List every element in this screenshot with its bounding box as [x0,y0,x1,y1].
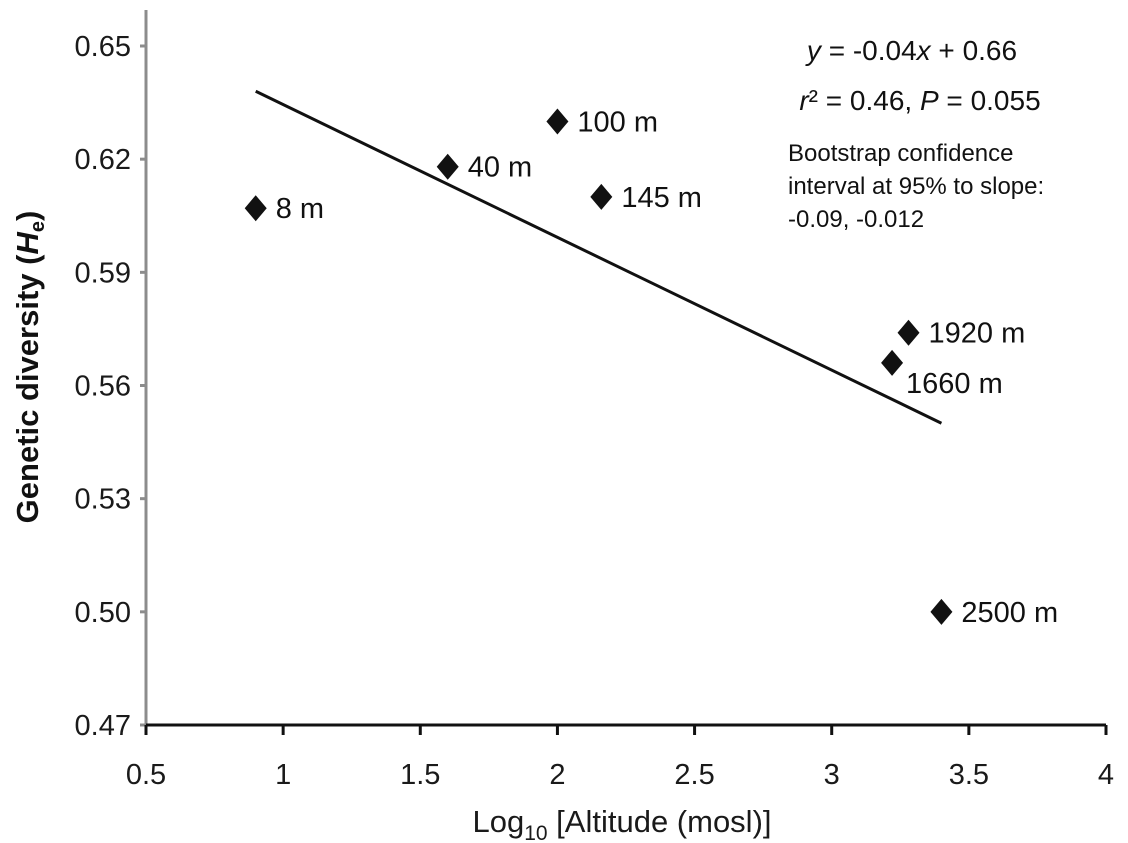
data-point-marker [930,598,953,625]
equation-end: + 0.66 [931,35,1017,66]
stats-r-rest: ² = 0.46, [809,85,920,116]
x-tick-label: 2.5 [674,759,714,791]
x-axis-title-sub: 10 [524,822,547,843]
equation-x-var: x [915,35,932,66]
x-tick-label: 2 [549,759,565,791]
data-point-label: 100 m [577,106,658,138]
data-point-label: 145 m [621,182,702,214]
y-tick-label: 0.59 [75,257,131,289]
data-point-marker [881,349,904,376]
bootstrap-line-3: -0.09, -0.012 [788,206,924,233]
data-point-label: 2500 m [961,597,1058,629]
data-point-marker [244,195,267,222]
x-tick-label: 3.5 [949,759,989,791]
regression-equation: y = -0.04x + 0.66 [805,35,1017,66]
y-tick-label: 0.65 [75,31,131,63]
x-tick-label: 3 [824,759,840,791]
data-point-marker [436,153,459,180]
y-tick-label: 0.50 [75,597,131,629]
data-point-marker [546,108,569,135]
stats-p-rest: = 0.055 [939,85,1041,116]
x-tick-label: 1.5 [400,759,440,791]
y-tick-label: 0.53 [75,484,131,516]
equation-y-var: y [805,35,823,66]
x-tick-label: 1 [275,759,291,791]
regression-trendline [255,89,943,425]
stats-r-var: r [799,85,810,116]
data-points: 8 m 40 m 100 m 145 m 1660 m 1920 m 2500 m [244,106,1058,629]
bootstrap-line-1: Bootstrap confidence [788,140,1013,167]
data-point-label: 1920 m [929,318,1026,350]
regression-stats: r² = 0.46, P = 0.055 [799,85,1040,116]
data-point-label: 1660 m [906,368,1003,400]
data-point-label: 40 m [468,152,532,184]
y-axis-title-var: H [10,232,45,255]
equation-mid: = -0.04 [821,35,917,66]
trendline-group [255,89,943,425]
y-axis-title-suffix: ) [10,211,45,221]
x-tick-label: 4 [1098,759,1114,791]
data-point-marker [590,183,613,210]
x-axis-title-prefix: Log [472,804,524,839]
y-axis-title-sub: e [27,221,49,232]
x-axis-title-suffix: [Altitude (mosl)] [548,804,772,839]
y-tick-label: 0.47 [75,710,131,742]
data-point-marker [897,319,920,346]
bootstrap-line-2: interval at 95% to slope: [788,173,1044,200]
y-axis-title-prefix: Genetic diversity ( [10,254,45,523]
stats-p-var: P [920,85,939,116]
y-axis-title: Genetic diversity (He) [10,211,49,524]
y-tick-label: 0.62 [75,144,131,176]
y-ticks: 0.47 0.50 0.53 0.56 0.59 0.62 0.65 [75,31,146,742]
x-axis-title: Log10 [Altitude (mosl)] [472,804,771,843]
x-tick-label: 0.5 [126,759,166,791]
x-ticks: 0.5 1 1.5 2 2.5 3 3.5 4 [126,725,1114,791]
data-point-label: 8 m [276,193,324,225]
y-tick-label: 0.56 [75,371,131,403]
